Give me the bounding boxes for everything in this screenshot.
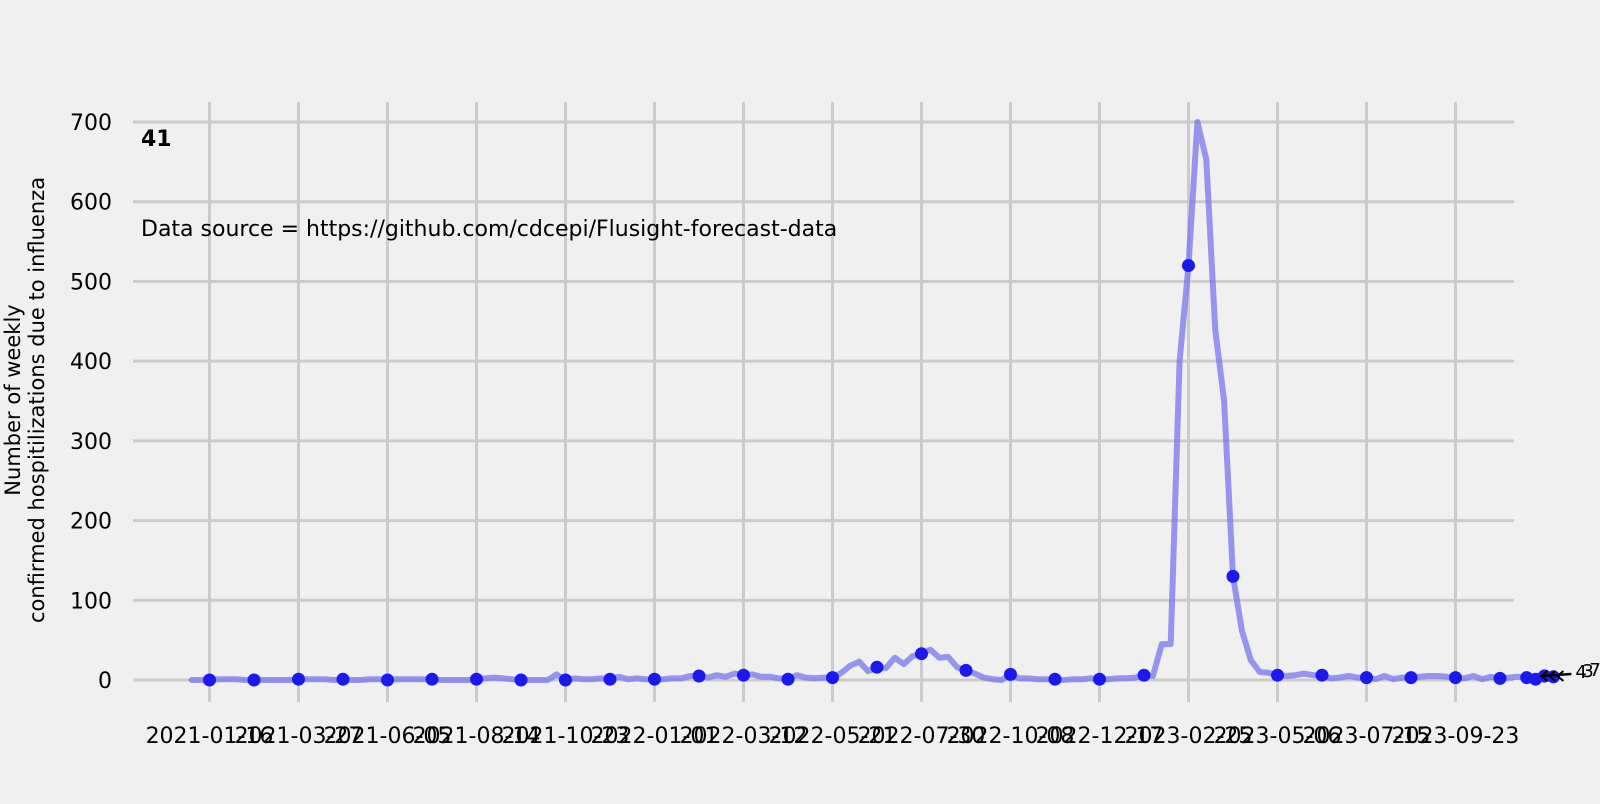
forecast-layer: 437	[1539, 660, 1600, 683]
y-tick-label: 300	[70, 430, 112, 455]
forecast-label: 4	[1575, 662, 1586, 683]
data-point	[292, 672, 305, 686]
data-point	[959, 663, 973, 677]
data-point	[1004, 667, 1017, 681]
data-point	[559, 673, 572, 687]
data-point	[425, 672, 439, 686]
x-tick-label: 2022-01-01	[591, 724, 719, 749]
data-point	[336, 672, 350, 686]
y-tick-labels: 0 100 200 300 400 500 600 700	[70, 111, 112, 694]
data-point	[1137, 668, 1151, 682]
x-tick-label: 2023-02-25	[1125, 724, 1253, 749]
y-axis-label: Number of weekly confirmed hospitilizati…	[1, 177, 49, 623]
x-tick-label: 2021-06-05	[324, 724, 452, 749]
x-tick-label: 2021-01-16	[146, 724, 274, 749]
data-point	[1182, 259, 1195, 272]
forecast-label: 3	[1582, 661, 1593, 682]
y-tick-label: 500	[70, 270, 112, 295]
x-tick-label: 2021-03-27	[235, 724, 363, 749]
data-point	[1404, 671, 1418, 685]
x-tick-label: 2022-03-12	[680, 724, 808, 749]
forecast-arrow	[1547, 670, 1557, 682]
grid-layer	[133, 102, 1514, 702]
y-tick-label: 600	[70, 191, 112, 216]
corner-label: 41	[141, 127, 172, 152]
data-point	[737, 668, 750, 682]
forecast-arrow	[1539, 670, 1549, 682]
x-tick-label: 2022-10-08	[947, 724, 1075, 749]
x-tick-label: 2023-07-15	[1303, 724, 1431, 749]
data-source-annotation: Data source = https://github.com/cdcepi/…	[141, 217, 837, 242]
y-tick-label: 200	[70, 510, 112, 535]
y-tick-label: 100	[70, 589, 112, 614]
data-point	[1360, 671, 1373, 685]
x-tick-label: 2021-08-14	[413, 724, 541, 749]
x-tick-label: 2022-07-30	[858, 724, 986, 749]
data-point	[470, 672, 483, 686]
data-point	[1271, 668, 1284, 682]
forecast-label: 7	[1589, 660, 1600, 681]
data-point	[1546, 670, 1560, 684]
y-tick-label: 700	[70, 111, 112, 136]
data-point	[514, 673, 528, 687]
x-tick-label: 2022-05-21	[769, 724, 897, 749]
x-tick-label: 2023-05-06	[1214, 724, 1342, 749]
data-point	[1048, 672, 1062, 686]
data-point	[648, 672, 661, 686]
x-tick-label: 2022-12-17	[1036, 724, 1164, 749]
forecast-line	[1541, 672, 1572, 678]
y-axis-label-line-1: Number of weekly	[1, 304, 25, 495]
data-point	[781, 672, 795, 686]
x-tick-labels: 2021-01-162021-03-272021-06-052021-08-14…	[146, 724, 1520, 749]
data-point	[381, 673, 394, 687]
data-point	[1093, 672, 1106, 686]
y-tick-label: 0	[98, 669, 112, 694]
data-point	[1226, 569, 1240, 583]
data-point	[692, 669, 706, 683]
x-tick-label: 2021-10-23	[502, 724, 630, 749]
data-point	[1493, 671, 1507, 685]
data-point	[826, 671, 839, 685]
data-point	[247, 673, 261, 687]
data-point	[915, 647, 928, 661]
data-point	[603, 672, 617, 686]
data-point	[1315, 668, 1329, 682]
points-layer	[203, 259, 1560, 687]
data-point	[1449, 671, 1462, 685]
data-point	[203, 673, 216, 687]
x-tick-label: 2023-09-23	[1392, 724, 1520, 749]
data-point	[870, 660, 884, 674]
y-axis-label-line-2: confirmed hospitilizations due to influe…	[25, 177, 49, 623]
y-tick-label: 400	[70, 350, 112, 375]
forecast-arrow	[1555, 670, 1565, 682]
